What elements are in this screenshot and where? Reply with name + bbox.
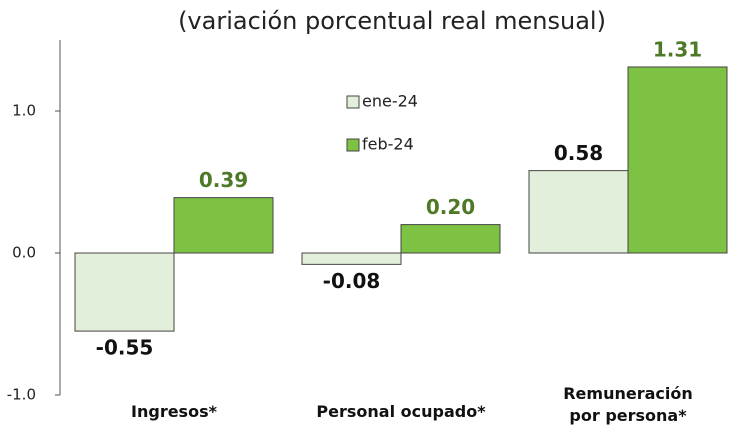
legend-swatch [346,95,360,109]
x-tick-label-box: Personal ocupado* [316,402,486,421]
data-label: -0.08 [323,269,381,293]
data-label: 0.39 [199,168,248,192]
legend-swatch [346,138,360,152]
y-tick-label: 0.0 [12,244,36,262]
legend-label: feb-24 [362,135,414,154]
data-label: 0.20 [426,195,475,219]
y-tick-label: 1.0 [12,102,36,120]
bar [627,66,728,254]
bar [528,170,629,254]
bar [400,224,501,254]
chart-title: (variación porcentual real mensual) [178,7,606,35]
legend-label: ene-24 [362,92,418,111]
data-label: 1.31 [653,37,702,61]
x-tick-label: Personal ocupado* [316,402,486,421]
data-label: 0.58 [554,141,603,165]
bar [74,252,175,332]
x-tick-label: Remuneración por persona* [563,384,693,425]
x-tick-label-box: Remuneración por persona* [563,384,693,425]
bar [301,252,402,265]
y-tick-label: -1.0 [7,386,36,404]
x-tick-label: Ingresos* [131,402,217,421]
data-label: -0.55 [96,336,154,360]
x-tick-label-box: Ingresos* [131,402,217,421]
bar [173,197,274,254]
